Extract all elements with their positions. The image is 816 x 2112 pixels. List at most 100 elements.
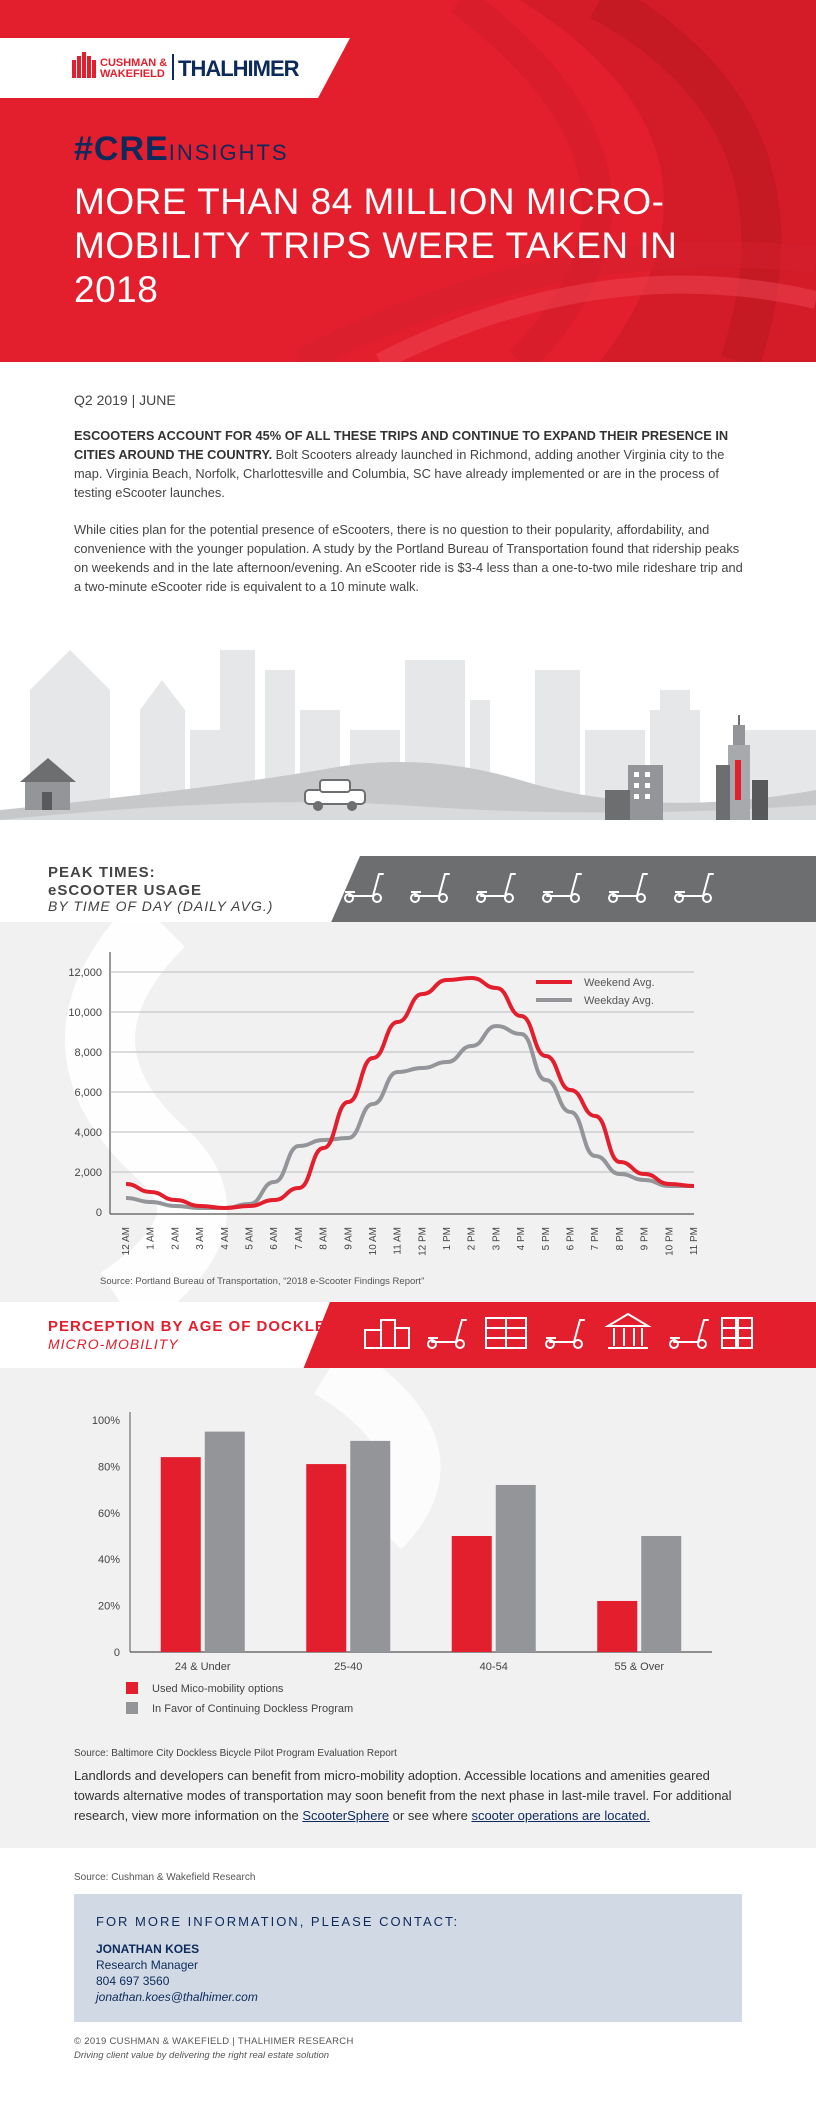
perception-bar-chart: 100% 80% 60% 40% 20% 0 24 & Under 25-40 40-54 55 …: [92, 1342, 712, 1715]
y-tick-label: 40%: [98, 1554, 120, 1566]
scooter-icon-row: [344, 873, 714, 903]
x-tick-label: 10 AM: [368, 1227, 379, 1255]
chart1-source: Source: Portland Bureau of Transportatio…: [100, 1276, 425, 1287]
contact-name: JONATHAN KOES: [96, 1942, 200, 1956]
chart-panel-1: 12,000 10,000 8,000 6,000 4,000 2,000 0 12 AM 1 …: [0, 897, 816, 1332]
x-tick-label: 6 AM: [269, 1227, 280, 1250]
perception-label-box: [0, 1302, 330, 1368]
scooter-icon: [410, 873, 450, 903]
report-date: Q2 2019 | JUNE: [74, 392, 176, 408]
bank-icon: [604, 1312, 652, 1349]
scooter-icon: [427, 1319, 467, 1349]
closing-paragraph: Landlords and developers can benefit fro…: [74, 1766, 754, 1826]
x-tick-label: 11 AM: [393, 1227, 404, 1255]
y-tick-label: 4,000: [74, 1127, 102, 1139]
x-tick-label: 12 AM: [121, 1227, 132, 1255]
category-label: 25-40: [334, 1661, 362, 1673]
apartment-icon: [721, 1317, 753, 1349]
usage-line-chart: 12,000 10,000 8,000 6,000 4,000 2,000 0 12 AM 1 …: [65, 897, 700, 1332]
intro-body: Bolt Scooters already launched in Richmo…: [74, 447, 725, 500]
closing-text-b: or see where: [389, 1808, 472, 1823]
category-label: 40-54: [480, 1661, 508, 1673]
peak-times-caption: BY TIME OF DAY (DAILY AVG.): [48, 898, 274, 914]
peak-times-banner: [0, 856, 816, 922]
cre-insights: INSIGHTS: [168, 140, 289, 165]
hero-banner: [0, 0, 816, 362]
x-tick-label: 9 AM: [343, 1227, 354, 1250]
bar-used: [451, 1536, 492, 1652]
chart2-source: Source: Baltimore City Dockless Bicycle …: [74, 1748, 397, 1759]
x-tick-label: 10 PM: [664, 1227, 675, 1256]
cushman-wakefield-logo[interactable]: CUSHMAN & WAKEFIELD: [100, 57, 168, 80]
y-tick-label: 2,000: [74, 1167, 102, 1179]
legend-label: In Favor of Continuing Dockless Program: [152, 1703, 353, 1715]
contact-title: Research Manager: [96, 1958, 199, 1972]
x-tick-label: 11 PM: [689, 1227, 700, 1255]
cre-insights-logo: #CREINSIGHTS: [74, 130, 289, 169]
page-title: MORE THAN 84 MILLION MICRO-MOBILITY TRIP…: [74, 181, 678, 310]
peak-times-heading: PEAK TIMES:: [48, 864, 156, 881]
scooter-icon: [674, 873, 714, 903]
contact-phone[interactable]: 804 697 3560: [96, 1974, 170, 1988]
bar-used: [306, 1464, 347, 1652]
legend-label: Used Mico-mobility options: [152, 1683, 284, 1695]
x-tick-label: 7 PM: [590, 1227, 601, 1250]
x-tick-label: 3 AM: [195, 1227, 206, 1250]
city-skyline-illustration: [0, 650, 816, 820]
y-tick-label: 0: [96, 1207, 102, 1219]
scooter-icon: [476, 873, 516, 903]
peak-times-label-box: [0, 856, 360, 922]
contact-box: [74, 1894, 742, 2022]
legend-swatch: [126, 1702, 138, 1714]
category-label: 24 & Under: [175, 1661, 231, 1673]
y-tick-label: 20%: [98, 1601, 120, 1613]
scooter-icon: [542, 873, 582, 903]
buildings-icon: [364, 1319, 410, 1349]
x-tick-label: 2 AM: [170, 1227, 181, 1250]
bar-in-favor: [495, 1484, 536, 1652]
y-tick-label: 10,000: [68, 1007, 102, 1019]
x-tick-label: 4 AM: [220, 1227, 231, 1250]
scooter-icon: [344, 873, 384, 903]
intro-lead: ESCOOTERS ACCOUNT FOR 45% OF ALL THESE T…: [74, 428, 729, 462]
closing-text-a: Landlords and developers can benefit fro…: [74, 1768, 732, 1823]
logo-bar: [0, 38, 350, 98]
intro-paragraph-2: While cities plan for the potential pres…: [74, 522, 743, 594]
logo-background: [0, 38, 350, 98]
chart-panel-2: 100% 80% 60% 40% 20% 0 24 & Under 25-40 40-54 55 …: [0, 1342, 816, 1848]
city-icon-row: [364, 1312, 753, 1349]
tagline: Driving client value by delivering the r…: [74, 2050, 330, 2061]
category-label: 55 & Over: [614, 1661, 664, 1673]
hero-decoration: [294, 0, 816, 362]
x-tick-label: 6 PM: [566, 1227, 577, 1250]
perception-subheading: MICRO-MOBILITY: [48, 1336, 179, 1352]
office-buildings-icon: [605, 715, 768, 820]
scooter-icon: [669, 1319, 709, 1349]
bar-in-favor: [641, 1536, 682, 1652]
bar-in-favor: [350, 1440, 391, 1652]
contact-heading: FOR MORE INFORMATION, PLEASE CONTACT:: [96, 1914, 460, 1929]
research-source: Source: Cushman & Wakefield Research: [74, 1872, 256, 1883]
x-tick-label: 4 PM: [516, 1227, 527, 1250]
x-tick-label: 8 PM: [615, 1227, 626, 1250]
scooter-icon: [545, 1319, 585, 1349]
x-tick-label: 2 PM: [467, 1227, 478, 1250]
legend-swatch: [126, 1682, 138, 1694]
x-tick-label: 7 AM: [294, 1227, 305, 1250]
perception-banner: [0, 1302, 816, 1368]
house-icon: [20, 758, 76, 810]
bar-used: [597, 1600, 638, 1652]
scooter-operations-link[interactable]: scooter operations are located.: [471, 1808, 650, 1823]
scootersphere-link[interactable]: ScooterSphere: [302, 1808, 390, 1823]
x-tick-label: 1 AM: [146, 1227, 157, 1250]
contact-email[interactable]: jonathan.koes@thalhimer.com: [96, 1990, 258, 2004]
bar-used: [160, 1457, 201, 1652]
legend-label: Weekday Avg.: [584, 995, 654, 1007]
car-icon: [304, 779, 366, 811]
thalhimer-logo[interactable]: THALHIMER: [178, 56, 300, 81]
y-tick-label: 8,000: [74, 1047, 102, 1059]
copyright: © 2019 CUSHMAN & WAKEFIELD | THALHIMER R…: [74, 2036, 354, 2047]
legend-label: Weekend Avg.: [584, 977, 655, 989]
x-tick-label: 1 PM: [442, 1227, 453, 1250]
y-tick-label: 80%: [98, 1461, 120, 1473]
